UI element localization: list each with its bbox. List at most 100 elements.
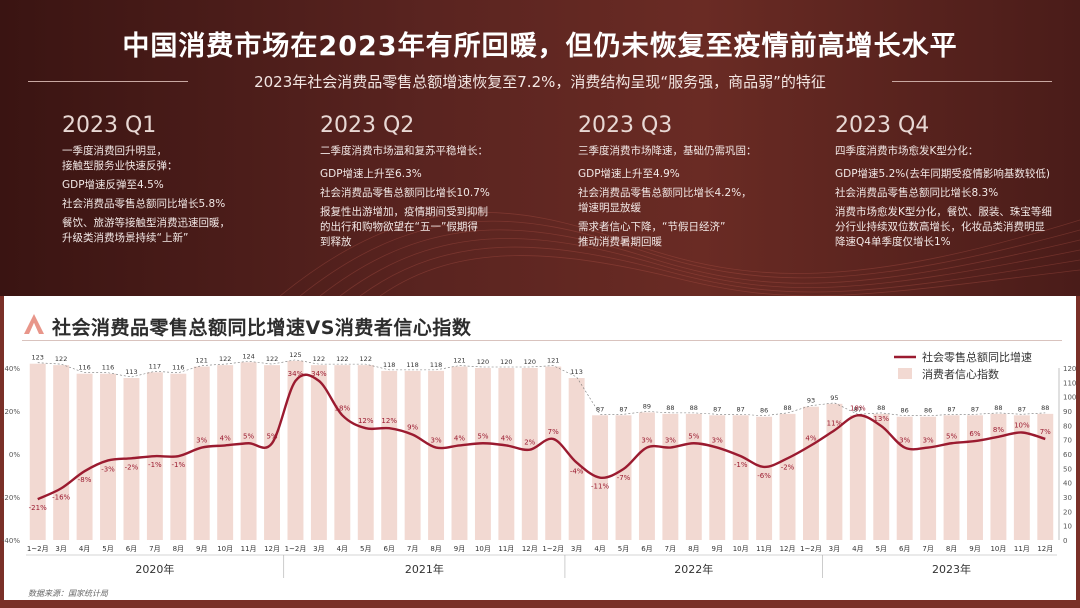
quarter-line: 四季度消费市场愈发K型分化： — [835, 145, 979, 157]
x-tick-label: 8月 — [946, 545, 957, 553]
line-value-label: 7% — [548, 428, 559, 436]
line-value-label: 12% — [381, 417, 397, 425]
summary-panel: 中国消费市场在2023年有所回暖，但仍未恢复至疫情前高增长水平 2023年社会消… — [0, 0, 1080, 296]
year-group-label: 2020年 — [135, 562, 174, 576]
bar — [310, 365, 327, 540]
bar-value-label: 113 — [125, 368, 137, 376]
quarter-line: 推动消费暑期回暖 — [578, 236, 662, 248]
bar-value-label: 88 — [690, 404, 698, 412]
quarter-line: 到释放 — [320, 236, 352, 248]
chart-title-underline — [22, 340, 1062, 341]
line-value-label: -6% — [757, 472, 771, 480]
line-value-label: 34% — [288, 370, 304, 378]
bar-value-label: 116 — [102, 364, 114, 372]
year-group-label: 2023年 — [932, 562, 971, 576]
quarter-line: 报复性出游增加，疫情期间受到抑制 — [320, 206, 488, 218]
bar — [1013, 415, 1030, 540]
x-tick-label: 5月 — [618, 545, 629, 553]
bar — [498, 368, 515, 540]
bar-value-label: 86 — [901, 407, 909, 415]
quarter-line: 一季度消费回升明显， — [62, 145, 167, 157]
x-tick-label: 7月 — [407, 545, 418, 553]
right-axis-tick-label: 40 — [1063, 480, 1072, 488]
bar-value-label: 88 — [1041, 404, 1049, 412]
right-axis-tick-label: 0 — [1063, 537, 1067, 545]
line-value-label: -21% — [29, 504, 47, 512]
quarter-block-q3: 2023 Q3 三季度消费市场降速，基础仍需巩固： GDP增速上升至4.9% 社… — [578, 113, 808, 254]
right-axis-tick-label: 80 — [1063, 422, 1072, 430]
x-tick-label: 6月 — [899, 545, 910, 553]
x-tick-label: 3月 — [829, 545, 840, 553]
bar-value-label: 88 — [994, 404, 1002, 412]
quarter-title: 2023 Q1 — [62, 113, 157, 138]
quarter-block-q1: 2023 Q1 一季度消费回升明显， 接触型服务业快速反弹： GDP增速反弹至4… — [62, 113, 292, 250]
bar-value-label: 116 — [172, 364, 184, 372]
bar — [990, 413, 1007, 540]
bar — [638, 412, 655, 540]
legend-bar-swatch — [898, 368, 912, 379]
quarter-line: 社会消费品零售总额同比增长5.8% — [62, 198, 226, 210]
quarter-line: GDP增速上升至4.9% — [578, 168, 680, 180]
bar-value-label: 120 — [524, 358, 536, 366]
quarter-line: 餐饮、旅游等接触型消费迅速回暖， — [62, 217, 230, 229]
line-value-label: -11% — [591, 483, 609, 491]
bar — [732, 415, 749, 540]
bar — [334, 365, 351, 540]
line-value-label: 7% — [1040, 428, 1051, 436]
bar-value-label: 117 — [149, 362, 161, 370]
data-source: 数据来源：国家统计局 — [28, 589, 108, 598]
bar — [826, 403, 843, 540]
right-axis-tick-label: 90 — [1063, 408, 1072, 416]
right-axis-tick-label: 100 — [1063, 394, 1076, 402]
quarter-line: 二季度消费市场温和复苏平稳增长： — [320, 145, 488, 157]
bar — [873, 413, 890, 540]
line-value-label: -1% — [171, 461, 185, 469]
brand-logo-icon — [24, 314, 44, 334]
bar — [240, 362, 257, 540]
bar — [615, 415, 632, 540]
x-tick-label: 7月 — [149, 545, 160, 553]
bar-value-label: 120 — [500, 358, 512, 366]
x-tick-label: 5月 — [876, 545, 887, 553]
line-value-label: 6% — [969, 430, 980, 438]
x-tick-label: 9月 — [454, 545, 465, 553]
year-group-label: 2022年 — [674, 562, 713, 576]
x-tick-label: 12月 — [522, 545, 538, 553]
right-axis-tick-label: 30 — [1063, 494, 1072, 502]
x-tick-label: 11月 — [1014, 545, 1030, 553]
bar-value-label: 122 — [55, 355, 67, 363]
bar-value-label: 88 — [877, 404, 885, 412]
bar-value-label: 121 — [547, 357, 559, 365]
x-tick-label: 1~2月 — [800, 545, 822, 553]
bar — [193, 366, 210, 540]
bar — [709, 415, 726, 540]
x-tick-label: 10月 — [475, 545, 491, 553]
bar — [76, 373, 93, 540]
wave-decoration — [279, 212, 1080, 296]
bar-value-label: 95 — [830, 394, 838, 402]
x-tick-label: 6月 — [383, 545, 394, 553]
bar-value-label: 121 — [196, 357, 208, 365]
line-value-label: -8% — [78, 476, 92, 484]
line-value-label: 5% — [243, 432, 254, 440]
bar-value-label: 122 — [266, 355, 278, 363]
bar-top-dashed-line — [37, 359, 1046, 417]
left-axis-tick-label: 0% — [9, 451, 20, 459]
x-tick-label: 5月 — [102, 545, 113, 553]
quarter-line: 社会消费品零售总额同比增长4.2%， — [578, 187, 752, 199]
bar — [451, 366, 468, 540]
line-value-label: 3% — [899, 437, 910, 445]
series-line-retail-growth — [37, 373, 1046, 501]
left-axis-tick-label: -20% — [2, 494, 20, 502]
quarter-line: 需求者信心下降，“节假日经济” — [578, 221, 726, 233]
right-axis-tick-label: 70 — [1063, 437, 1072, 445]
bar — [568, 378, 585, 540]
line-value-label: 4% — [220, 434, 231, 442]
quarter-line: GDP增速上升至6.3% — [320, 168, 422, 180]
line-value-label: -4% — [570, 468, 584, 476]
quarter-line: GDP增速5.2%(去年同期受疫情影响基数较低) — [835, 168, 1050, 180]
line-value-label: 3% — [712, 437, 723, 445]
x-tick-label: 7月 — [665, 545, 676, 553]
x-tick-label: 8月 — [688, 545, 699, 553]
right-axis-tick-label: 60 — [1063, 451, 1072, 459]
